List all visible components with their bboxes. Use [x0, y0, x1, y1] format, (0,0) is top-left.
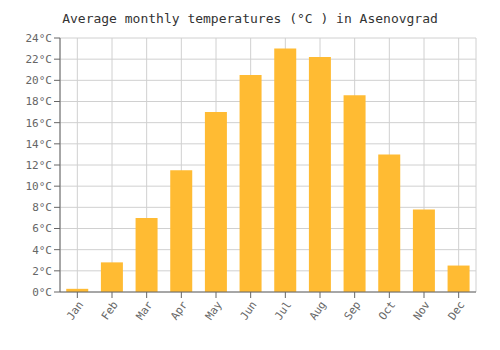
- svg-text:May: May: [203, 298, 225, 322]
- svg-text:18°C: 18°C: [26, 95, 53, 108]
- svg-text:16°C: 16°C: [26, 117, 53, 130]
- svg-text:Aug: Aug: [307, 299, 329, 323]
- svg-text:8°C: 8°C: [32, 201, 52, 214]
- svg-text:14°C: 14°C: [26, 138, 53, 151]
- svg-text:Mar: Mar: [133, 298, 155, 322]
- svg-text:20°C: 20°C: [26, 74, 53, 87]
- svg-text:4°C: 4°C: [32, 244, 52, 257]
- svg-text:12°C: 12°C: [26, 159, 53, 172]
- svg-text:10°C: 10°C: [26, 180, 53, 193]
- svg-text:Apr: Apr: [168, 298, 190, 322]
- svg-text:Feb: Feb: [99, 299, 121, 323]
- svg-text:Dec: Dec: [445, 299, 467, 323]
- svg-text:0°C: 0°C: [32, 286, 52, 299]
- svg-text:Jun: Jun: [237, 299, 259, 323]
- svg-text:22°C: 22°C: [26, 53, 53, 66]
- svg-text:Jul: Jul: [272, 299, 294, 323]
- svg-text:Sep: Sep: [341, 299, 363, 323]
- svg-text:6°C: 6°C: [32, 222, 52, 235]
- svg-text:Oct: Oct: [376, 299, 398, 323]
- svg-text:2°C: 2°C: [32, 265, 52, 278]
- svg-text:24°C: 24°C: [26, 32, 53, 45]
- svg-text:Nov: Nov: [411, 298, 433, 322]
- svg-text:Jan: Jan: [64, 299, 86, 323]
- html-text:Average monthly temperatures (: Average monthly temperatures (°C ) in As…: [62, 11, 438, 26]
